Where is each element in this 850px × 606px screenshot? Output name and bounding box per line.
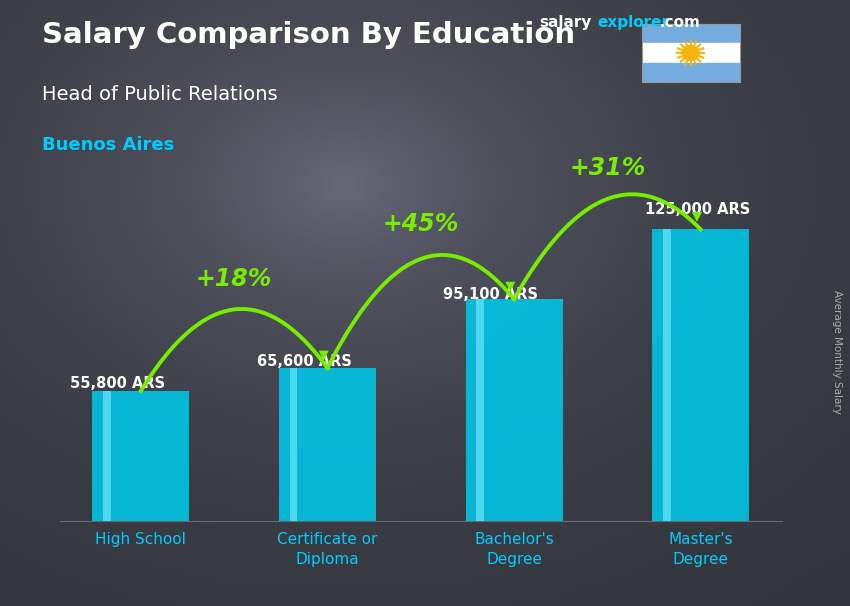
Text: explorer: explorer (598, 15, 670, 30)
Text: 95,100 ARS: 95,100 ARS (443, 287, 538, 302)
Text: 55,800 ARS: 55,800 ARS (70, 376, 165, 391)
Text: salary: salary (540, 15, 592, 30)
Bar (652, 230, 749, 521)
Bar (93, 391, 190, 521)
Text: Salary Comparison By Education: Salary Comparison By Education (42, 21, 575, 49)
Bar (279, 368, 376, 521)
Bar (103, 391, 110, 521)
Text: +45%: +45% (382, 211, 459, 236)
Bar (290, 368, 298, 521)
Text: 65,600 ARS: 65,600 ARS (257, 354, 351, 369)
Bar (663, 230, 671, 521)
Circle shape (683, 45, 699, 61)
Bar (476, 299, 484, 521)
Text: Head of Public Relations: Head of Public Relations (42, 85, 278, 104)
Text: Average Monthly Salary: Average Monthly Salary (832, 290, 842, 413)
Text: 125,000 ARS: 125,000 ARS (644, 202, 750, 217)
Text: Buenos Aires: Buenos Aires (42, 136, 175, 155)
Text: +31%: +31% (570, 156, 645, 181)
Bar (466, 299, 563, 521)
Bar (642, 24, 740, 44)
Text: .com: .com (660, 15, 700, 30)
Bar (642, 62, 740, 82)
Text: +18%: +18% (196, 267, 272, 291)
Bar (642, 44, 740, 62)
